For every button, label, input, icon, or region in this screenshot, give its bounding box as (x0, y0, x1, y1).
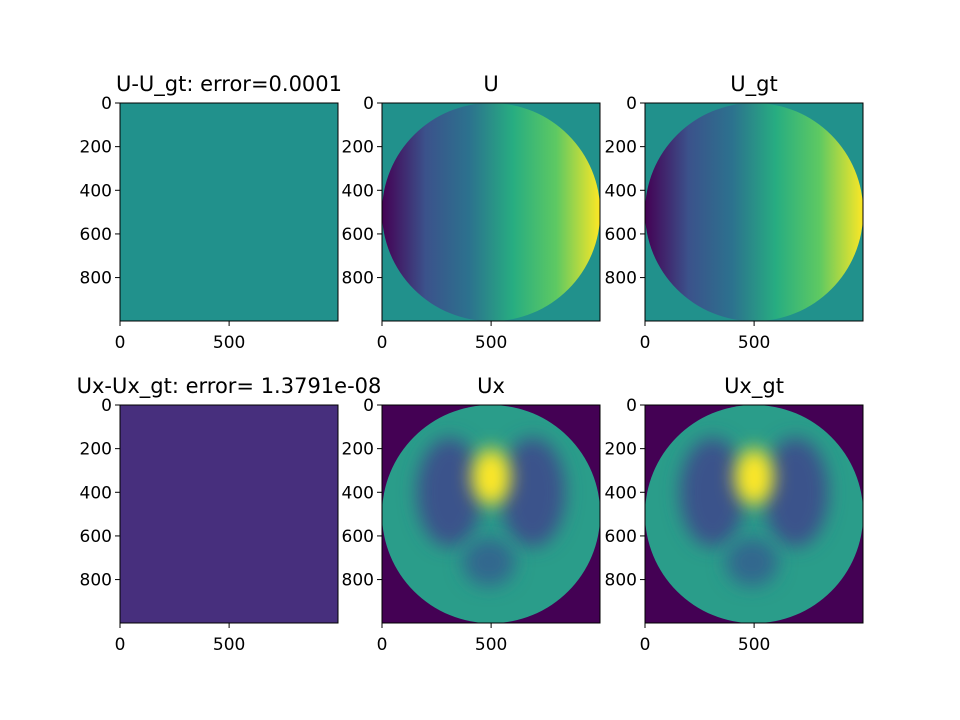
panel-title: Ux (477, 374, 505, 398)
x-tick-label: 0 (640, 635, 651, 655)
disk-field (645, 405, 863, 623)
y-tick-label: 600 (80, 527, 112, 547)
x-tick-label: 500 (475, 333, 507, 353)
uniform-field (120, 405, 338, 623)
heatmap-image (645, 103, 863, 321)
field-blob-1 (499, 437, 566, 547)
y-tick-label: 400 (342, 483, 374, 503)
panel-title: U-U_gt: error=0.0001 (116, 72, 342, 97)
y-tick-label: 800 (80, 571, 112, 591)
panel-2: U_gt 0 500 0 200 400 600 800 (605, 72, 864, 353)
y-tick-label: 600 (605, 527, 637, 547)
y-tick-label: 200 (80, 138, 112, 158)
panel-4: Ux 0 500 0 200 400 600 800 (342, 374, 601, 655)
y-tick-label: 400 (80, 483, 112, 503)
panel-1: U 0 500 0 200 400 600 800 (342, 72, 601, 353)
y-tick-label: 600 (342, 225, 374, 245)
x-tick-label: 0 (640, 333, 651, 353)
x-tick-label: 500 (213, 333, 245, 353)
x-tick-label: 500 (738, 333, 770, 353)
y-tick-label: 800 (80, 269, 112, 289)
y-tick-label: 800 (342, 269, 374, 289)
y-tick-label: 0 (626, 94, 637, 114)
x-tick-label: 0 (115, 635, 126, 655)
y-tick-label: 200 (80, 440, 112, 460)
panel-title: U_gt (730, 72, 777, 97)
field-blob-2 (725, 538, 779, 587)
y-tick-label: 0 (363, 396, 374, 416)
y-tick-label: 600 (80, 225, 112, 245)
disk-field (645, 103, 863, 321)
field-blob-3 (471, 448, 511, 506)
field-blob-0 (679, 437, 746, 547)
y-tick-label: 400 (80, 181, 112, 201)
heatmap-image (120, 405, 338, 623)
y-tick-label: 0 (101, 94, 112, 114)
panel-title: Ux_gt (724, 374, 784, 399)
y-tick-label: 200 (342, 138, 374, 158)
panel-5: Ux_gt 0 500 0 200 400 600 800 (605, 374, 864, 655)
heatmap-image (120, 103, 338, 321)
heatmap-image (382, 103, 600, 321)
y-tick-label: 800 (605, 571, 637, 591)
y-tick-label: 400 (605, 181, 637, 201)
uniform-field (120, 103, 338, 321)
disk-field (382, 103, 600, 321)
y-tick-label: 600 (605, 225, 637, 245)
x-tick-label: 500 (213, 635, 245, 655)
panel-title: Ux-Ux_gt: error= 1.3791e-08 (77, 374, 382, 399)
y-tick-label: 200 (605, 440, 637, 460)
y-tick-label: 400 (605, 483, 637, 503)
y-tick-label: 600 (342, 527, 374, 547)
field-blob-0 (416, 437, 483, 547)
y-tick-label: 800 (342, 571, 374, 591)
y-tick-label: 200 (342, 440, 374, 460)
disk-field (382, 405, 600, 623)
y-tick-label: 0 (101, 396, 112, 416)
y-tick-label: 400 (342, 181, 374, 201)
y-tick-label: 0 (626, 396, 637, 416)
x-tick-label: 0 (377, 333, 388, 353)
heatmap-image (382, 405, 600, 623)
y-tick-label: 200 (605, 138, 637, 158)
field-blob-2 (462, 538, 516, 587)
x-tick-label: 500 (738, 635, 770, 655)
field-blob-1 (762, 437, 829, 547)
field-blob-3 (734, 448, 774, 506)
y-tick-label: 0 (363, 94, 374, 114)
panel-title: U (483, 72, 498, 96)
heatmap-image (645, 405, 863, 623)
y-tick-label: 800 (605, 269, 637, 289)
x-tick-label: 0 (377, 635, 388, 655)
x-tick-label: 0 (115, 333, 126, 353)
panel-3: Ux-Ux_gt: error= 1.3791e-080 500020040060… (77, 374, 382, 655)
x-tick-label: 500 (475, 635, 507, 655)
